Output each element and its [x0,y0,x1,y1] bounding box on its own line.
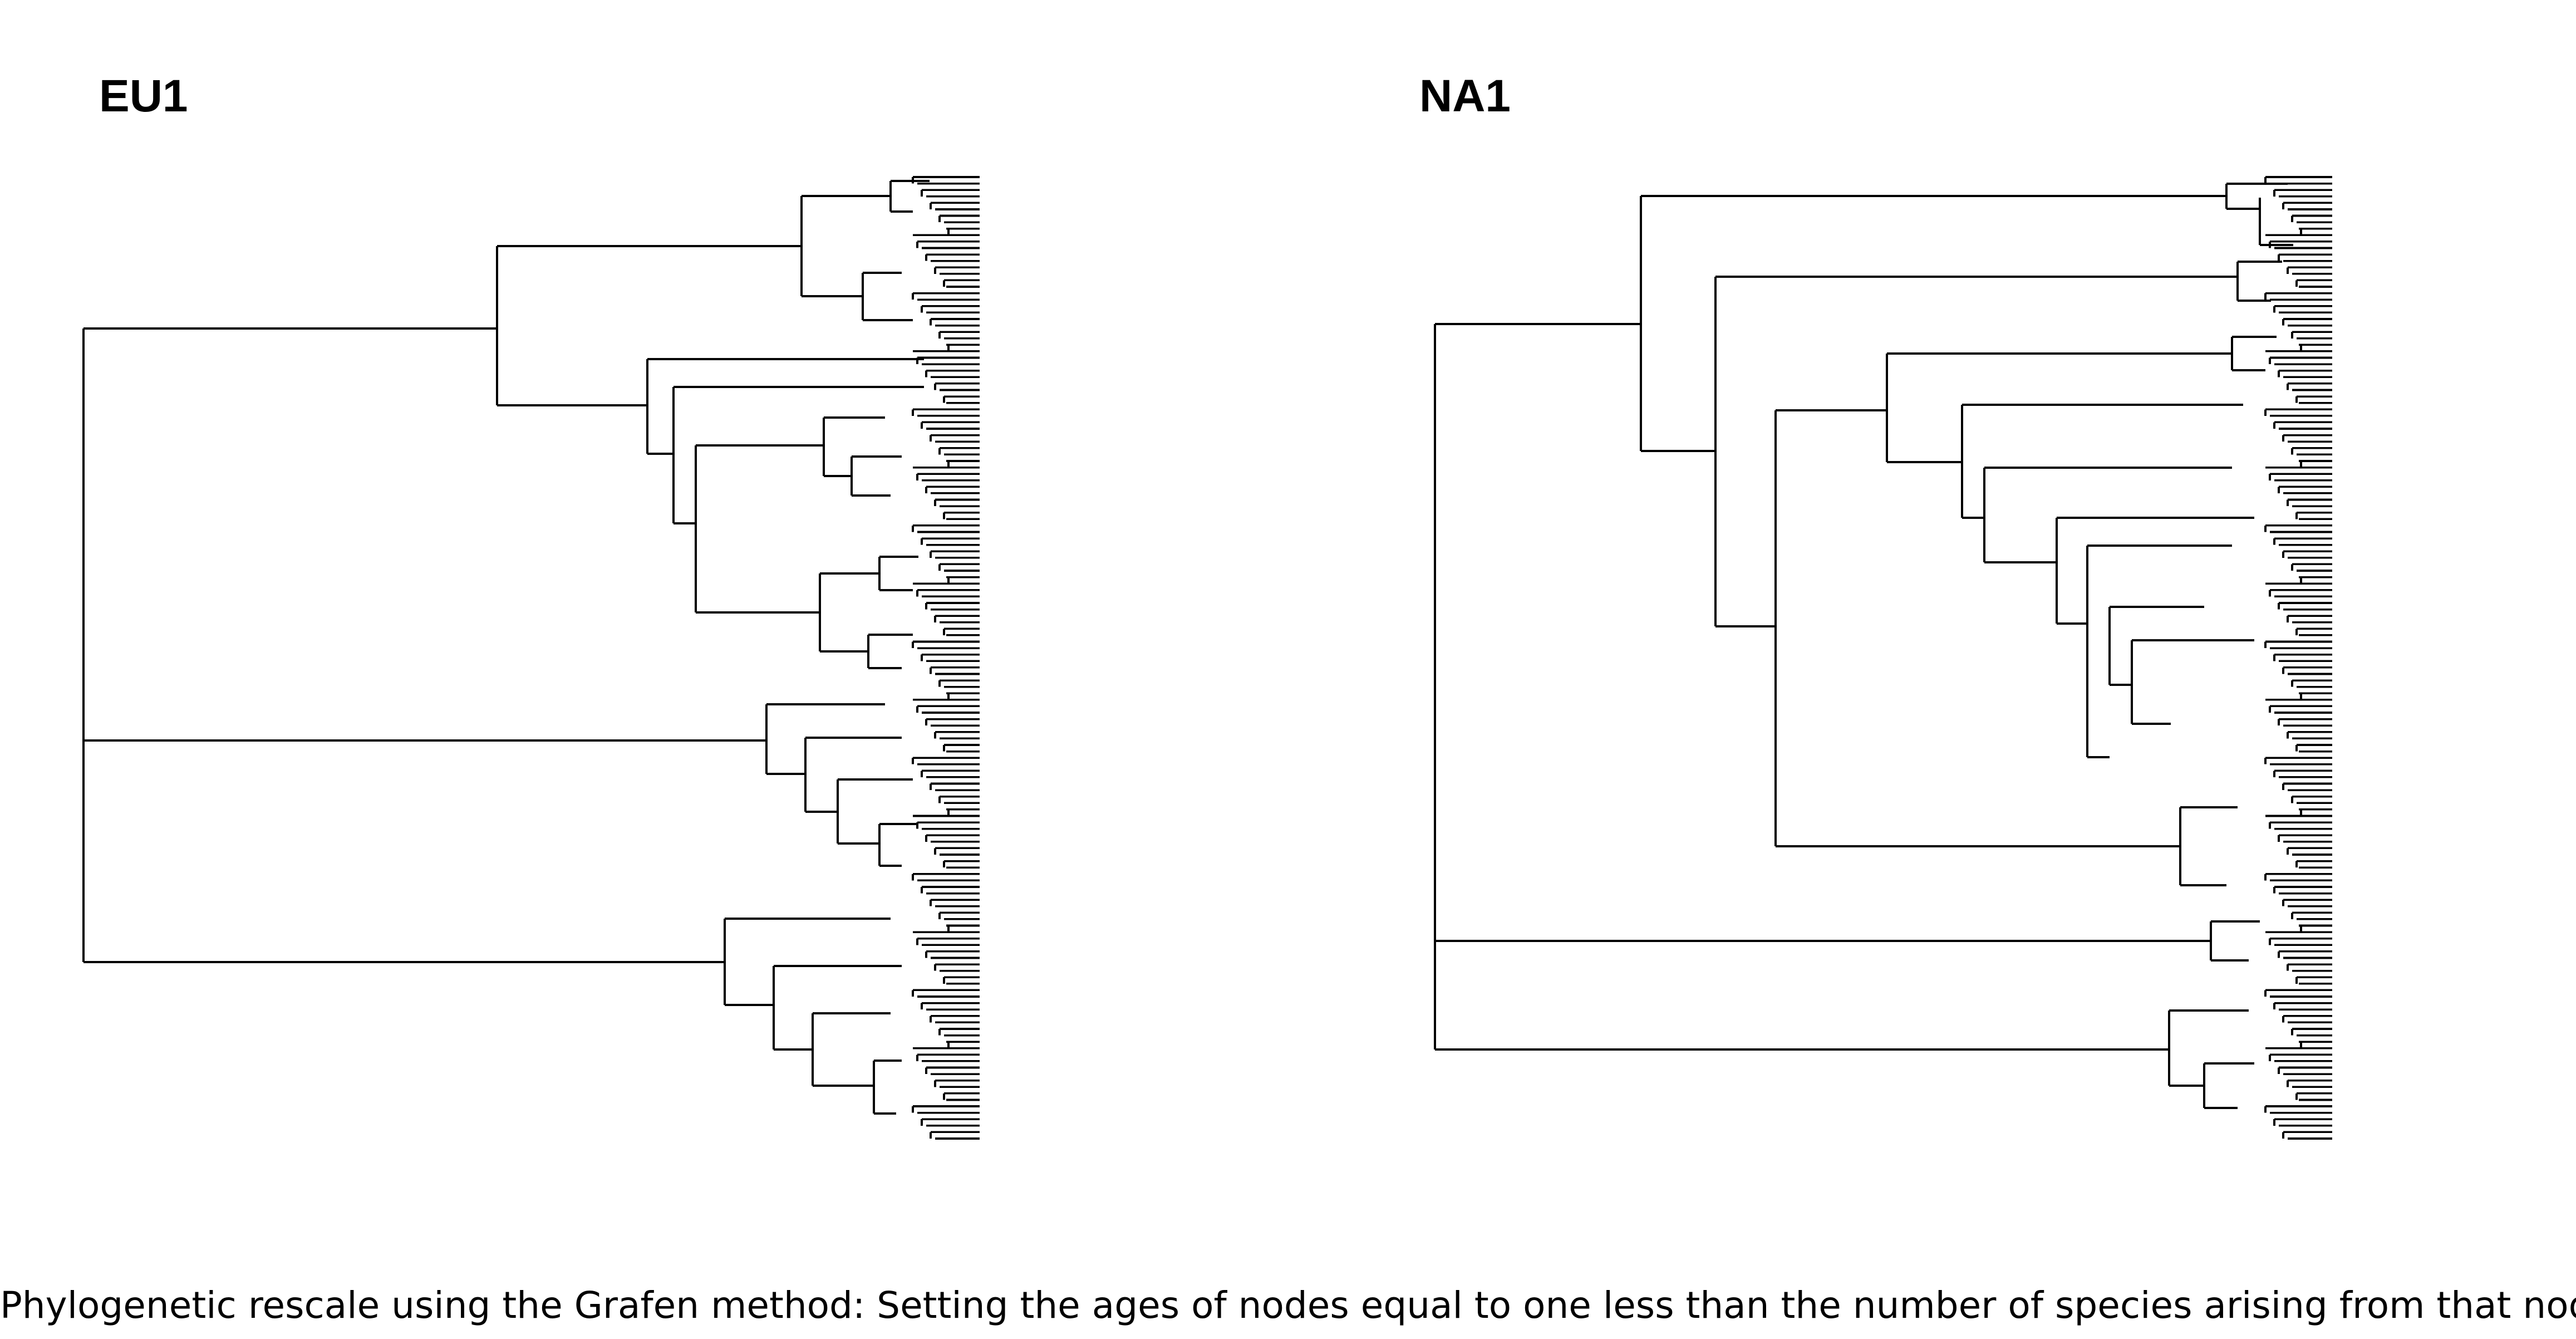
tree-eu1-tips [912,176,980,1140]
panel-title-eu1: EU1 [99,71,188,121]
tree-na1-backbone [1434,183,2293,1109]
figure-caption: Phylogenetic rescale using the Grafen me… [0,1284,2576,1327]
tree-na1-tips [2264,176,2332,1140]
panel-title-na1: NA1 [1419,71,1511,121]
tree-eu1-backbone [82,180,930,1115]
